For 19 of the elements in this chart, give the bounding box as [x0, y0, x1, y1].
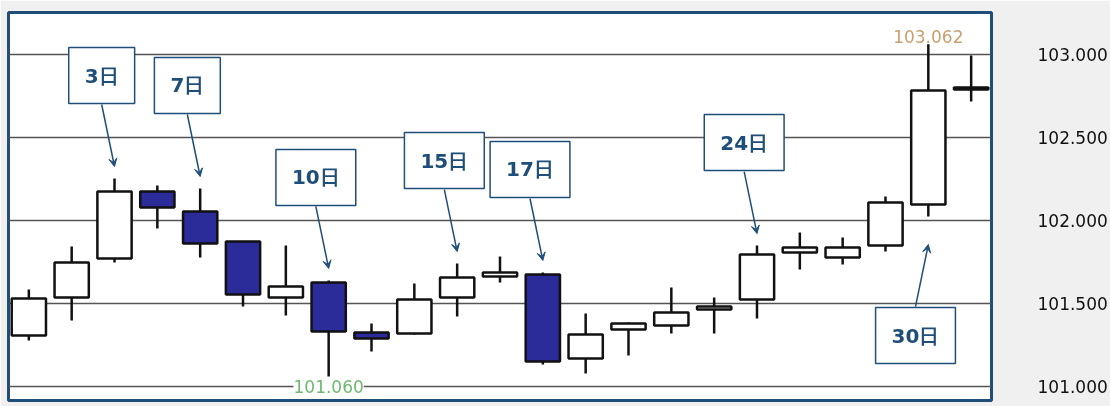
- annotation: 103.062: [893, 27, 964, 48]
- x-tick-label: 17日: [506, 157, 554, 182]
- annotation: 101.060: [293, 376, 364, 397]
- x-tick-label: 3日: [84, 63, 119, 88]
- x-tick-label: 30日: [891, 323, 940, 348]
- x-tick-label: 7日: [170, 73, 205, 98]
- candlestick: [695, 296, 733, 335]
- y-tick-label: 102.500: [1037, 128, 1108, 149]
- y-tick-label: 102.000: [1037, 211, 1108, 232]
- x-tick-label: 15日: [420, 148, 469, 173]
- candlestick: [353, 322, 390, 353]
- y-tick-label: 101.500: [1037, 294, 1108, 315]
- candlestick: [481, 255, 519, 284]
- x-tick-label: 10日: [291, 165, 340, 190]
- y-tick-label: 103.000: [1037, 45, 1108, 65]
- candlestick: [952, 54, 990, 103]
- x-tick-label: 24日: [720, 130, 769, 155]
- candlestick: [781, 231, 819, 271]
- y-tick-label: 101.000: [1037, 377, 1108, 398]
